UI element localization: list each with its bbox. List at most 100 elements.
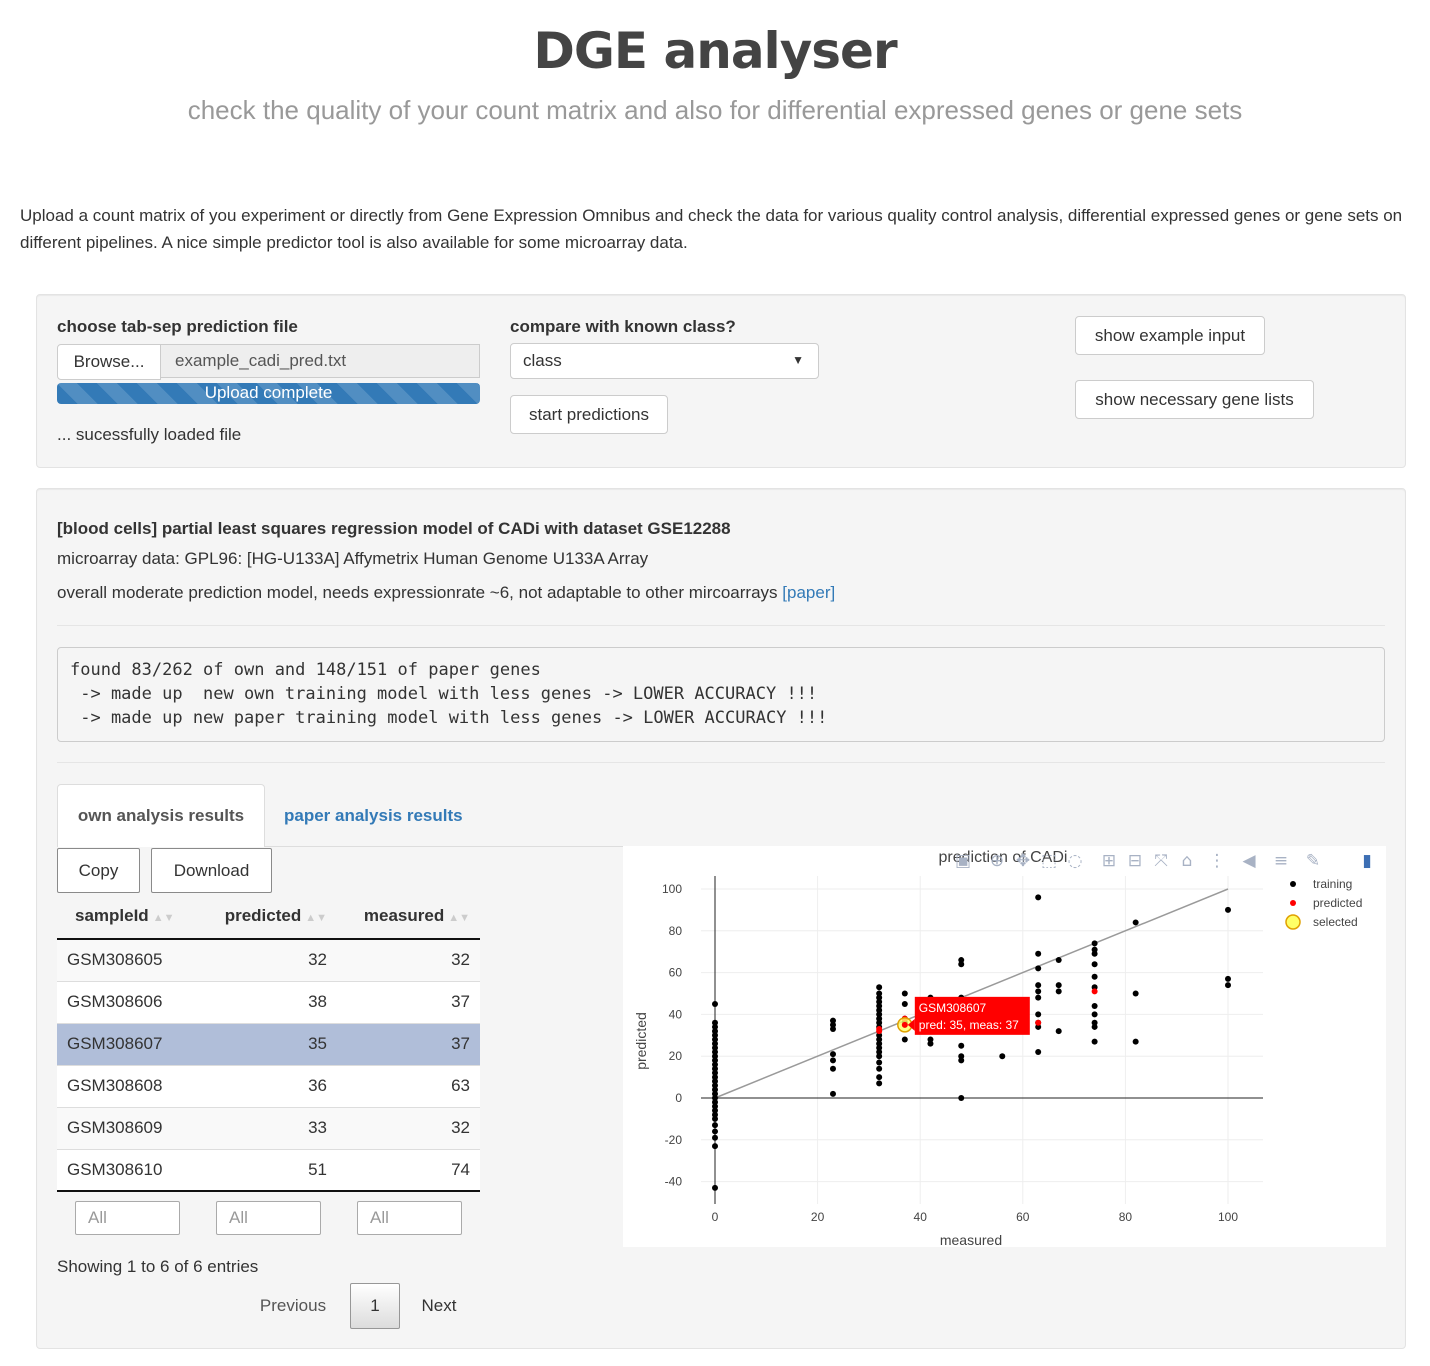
prediction-plot[interactable]: 0 20 40 60 80 100 -40 -20 0 20 40 60 80 100 predictio… [623, 846, 1386, 1248]
box-select-icon: ⬚ [1041, 851, 1057, 871]
column-header-measured[interactable]: measured ▲▼ [337, 893, 480, 940]
training-point [876, 1040, 883, 1047]
training-point [1055, 988, 1062, 995]
class-select[interactable]: class ▼ [510, 343, 819, 379]
table-row[interactable]: GSM308607 35 37 [57, 1022, 480, 1065]
grid [701, 876, 1263, 1204]
training-point [958, 957, 965, 964]
table-row[interactable]: GSM308610 51 74 [57, 1148, 480, 1192]
table-row[interactable]: GSM308605 32 32 [57, 939, 480, 981]
training-point [1035, 894, 1042, 901]
y-tick-label: 100 [662, 882, 682, 896]
table-row[interactable]: GSM308609 33 32 [57, 1106, 480, 1149]
training-point [1055, 1028, 1062, 1035]
cell-sampleid: GSM308607 [57, 1022, 207, 1065]
tab-paper-analysis[interactable]: paper analysis results [284, 805, 463, 825]
chart-title: prediction of CADi [939, 849, 1068, 866]
training-point [712, 1040, 718, 1047]
axis-labels: 0 20 40 60 80 100 -40 -20 0 20 40 60 80 100 [662, 882, 1238, 1224]
tooltip-box [914, 996, 1030, 1035]
training-point [927, 1040, 934, 1047]
column-header-predicted[interactable]: predicted ▲▼ [207, 893, 337, 940]
training-point [712, 1036, 718, 1043]
training-point [712, 1032, 718, 1039]
filter-predicted-input[interactable]: All [216, 1201, 321, 1235]
predicted-point [1035, 1019, 1042, 1026]
y-tick-label: 40 [669, 1007, 683, 1021]
training-point [712, 1107, 718, 1114]
cell-measured: 37 [337, 980, 480, 1023]
training-point [876, 1074, 883, 1081]
training-point [712, 1019, 718, 1026]
table-row[interactable]: GSM308608 36 63 [57, 1064, 480, 1107]
training-point [876, 1044, 883, 1051]
training-point [1225, 982, 1231, 989]
upload-label: choose tab-sep prediction file [57, 317, 298, 336]
legend-entry-training: training [1313, 877, 1352, 891]
training-point [1035, 1011, 1042, 1018]
cell-sampleid: GSM308609 [57, 1106, 207, 1149]
training-point [829, 1065, 836, 1072]
training-point [1225, 975, 1231, 982]
chevron-down-icon: ▼ [792, 353, 804, 367]
training-point [876, 998, 883, 1005]
tooltip-text: pred: 35, meas: 37 [919, 1018, 1019, 1032]
y-tick-label: 20 [669, 1049, 683, 1063]
next-page-button[interactable]: Next [421, 1296, 457, 1315]
cell-predicted: 36 [207, 1064, 337, 1107]
filter-measured-input[interactable]: All [357, 1201, 462, 1235]
training-point [1035, 1023, 1042, 1030]
cell-predicted: 33 [207, 1106, 337, 1149]
training-point [712, 1057, 718, 1064]
predicted-point [1091, 988, 1098, 995]
input-panel: choose tab-sep prediction file Browse...… [36, 294, 1406, 468]
training-point [876, 1036, 883, 1043]
cell-sampleid: GSM308608 [57, 1064, 207, 1107]
hover-compare-icon: ≡ [1274, 851, 1288, 871]
table-info: Showing 1 to 6 of 6 entries [57, 1257, 259, 1276]
table-row[interactable]: GSM308606 38 37 [57, 980, 480, 1023]
tab-own-analysis[interactable]: own analysis results [57, 784, 265, 847]
cell-measured: 32 [337, 939, 480, 981]
legend-entry-predicted: predicted [1313, 896, 1362, 910]
scatter-chart[interactable]: 0 20 40 60 80 100 -40 -20 0 20 40 60 80 100 predictio… [623, 846, 1386, 1248]
x-tick-label: 80 [1119, 1210, 1133, 1224]
training-point [901, 1036, 908, 1043]
training-point [712, 1103, 718, 1110]
training-point [712, 1000, 718, 1007]
training-point [901, 990, 908, 997]
paper-link[interactable]: [paper] [782, 583, 836, 602]
sort-icon: ▲▼ [305, 911, 327, 924]
home-icon: ⌂ [1182, 851, 1193, 871]
cell-measured: 74 [337, 1148, 480, 1192]
training-point [829, 1017, 836, 1024]
download-button[interactable]: Download [151, 848, 272, 893]
training-point [958, 961, 965, 968]
autoscale-icon: ⤧ [1154, 851, 1168, 871]
previous-page-button[interactable]: Previous [259, 1296, 327, 1315]
x-tick-label: 100 [1218, 1210, 1238, 1224]
training-point [712, 1128, 718, 1135]
x-tick-label: 40 [914, 1210, 928, 1224]
training-point [876, 1003, 883, 1010]
browse-button[interactable]: Browse... [57, 344, 161, 380]
divider [57, 625, 1385, 626]
copy-button[interactable]: Copy [57, 848, 140, 893]
training-point [876, 1059, 883, 1066]
page-1-button[interactable]: 1 [350, 1283, 400, 1329]
training-point [1091, 1023, 1098, 1030]
cell-sampleid: GSM308605 [57, 939, 207, 981]
intro-text: Upload a count matrix of you experiment … [20, 206, 1403, 252]
show-gene-lists-button[interactable]: show necessary gene lists [1075, 380, 1314, 419]
filter-sampleid-input[interactable]: All [75, 1201, 180, 1235]
show-example-button[interactable]: show example input [1075, 316, 1265, 355]
start-predictions-button[interactable]: start predictions [510, 395, 668, 434]
zoom-in-icon: ⊞ [1102, 851, 1116, 871]
training-point [958, 1053, 965, 1060]
legend-marker [1290, 900, 1296, 906]
x-tick-label: 60 [1016, 1210, 1030, 1224]
compare-label: compare with known class? [510, 317, 736, 336]
column-header-sampleid[interactable]: sampleId ▲▼ [57, 893, 207, 940]
training-point [712, 1074, 718, 1081]
filename-field[interactable]: example_cadi_pred.txt [160, 344, 480, 378]
